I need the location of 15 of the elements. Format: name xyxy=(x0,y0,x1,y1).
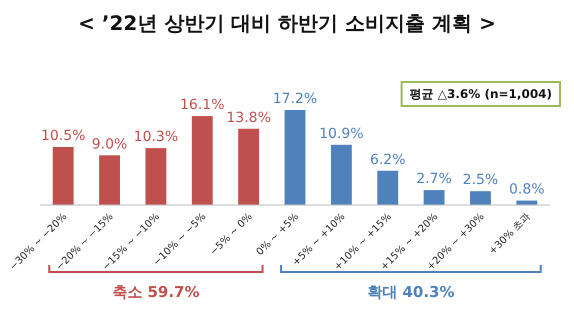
data-label: 0.8% xyxy=(509,182,545,198)
data-label: 17.2% xyxy=(272,91,318,107)
data-label: 2.7% xyxy=(416,171,452,188)
title: < ’22년 상반기 대비 하반기 소비지출 계획 > xyxy=(78,11,496,35)
data-label: 10.9% xyxy=(319,126,364,142)
data-label: 6.2% xyxy=(370,152,406,168)
data-label: 13.8% xyxy=(226,110,271,126)
text: 확대 40.3% xyxy=(367,283,455,301)
data-label: 9.0% xyxy=(92,136,128,152)
data-label: 10.3% xyxy=(134,129,178,146)
data-label: 16.1% xyxy=(180,97,225,114)
text: 축소 59.7% xyxy=(112,283,200,301)
text: 평균 △3.6% (n=1,004) xyxy=(410,87,552,101)
data-label: 10.5% xyxy=(40,128,86,144)
data-label: 2.5% xyxy=(462,172,498,188)
